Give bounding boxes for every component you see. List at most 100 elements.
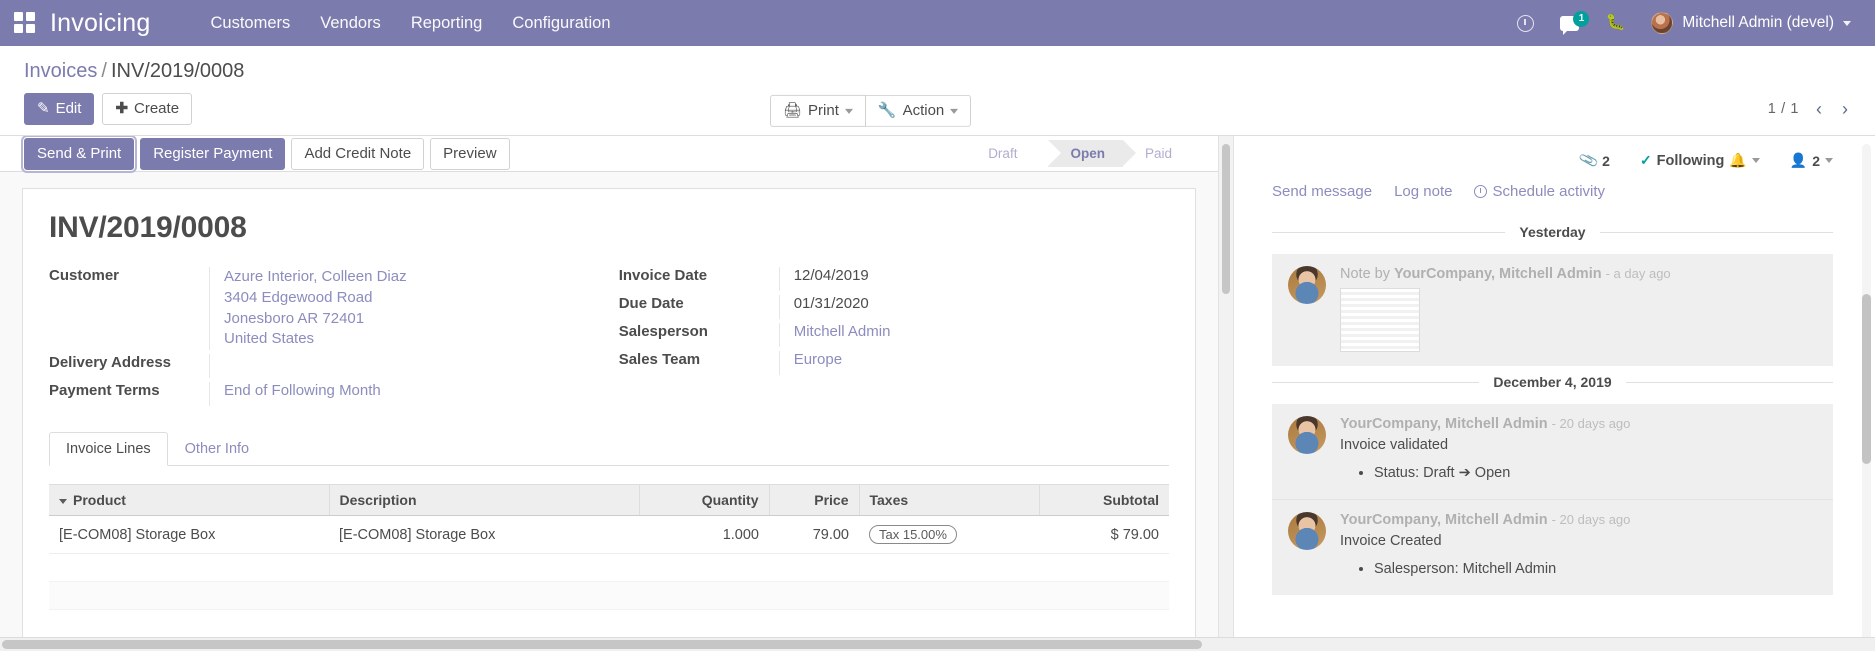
chatter-message[interactable]: YourCompany, Mitchell Admin - 20 days ag… (1272, 404, 1833, 500)
column-header-quantity[interactable]: Quantity (639, 484, 770, 516)
bell-icon[interactable]: 🔔 (1729, 152, 1747, 169)
breadcrumb: Invoices / INV/2019/0008 (0, 46, 1875, 87)
message-timestamp: - 20 days ago (1551, 512, 1631, 528)
breadcrumb-root-link[interactable]: Invoices (24, 60, 98, 82)
form-pane: Send & Print Register Payment Add Credit… (0, 136, 1218, 650)
table-header: Product Description Quantity Price Taxes… (49, 484, 1169, 516)
pencil-icon: ✎ (37, 100, 50, 117)
user-menu[interactable]: Mitchell Admin (devel) (1651, 12, 1851, 34)
field-value-payment-terms[interactable]: End of Following Month (209, 382, 609, 406)
tab-invoice-lines[interactable]: Invoice Lines (49, 432, 168, 466)
bug-icon[interactable]: 🐛 (1605, 14, 1626, 31)
log-note-button[interactable]: Log note (1394, 183, 1453, 201)
menu-item-reporting[interactable]: Reporting (410, 13, 483, 32)
message-tracking-list: Status: Draft ➔ Open (1374, 462, 1817, 485)
menu-item-customers[interactable]: Customers (210, 13, 291, 32)
chevron-down-icon (950, 108, 959, 114)
app-brand-title[interactable]: Invoicing (50, 8, 151, 37)
print-button[interactable]: 🖨 Print (770, 95, 866, 128)
message-body: Note by YourCompany, Mitchell Admin - a … (1340, 266, 1817, 353)
clock-icon[interactable] (1517, 14, 1535, 32)
column-header-product[interactable]: Product (49, 484, 330, 516)
customer-name: Azure Interior, Colleen Diaz (224, 268, 407, 286)
main-menu: Customers Vendors Reporting Configuratio… (210, 14, 610, 33)
pager-count: 1 / 1 (1767, 101, 1799, 118)
create-button-label: Create (134, 100, 180, 117)
chatter-scrollbar[interactable] (1862, 144, 1871, 642)
field-value-customer[interactable]: Azure Interior, Colleen Diaz 3404 Edgewo… (209, 267, 609, 350)
scrollbar-thumb[interactable] (1222, 144, 1230, 295)
send-and-print-button[interactable]: Send & Print (20, 136, 138, 173)
plus-icon: ✚ (115, 100, 129, 117)
attachment-preview[interactable] (1340, 288, 1420, 353)
register-payment-button[interactable]: Register Payment (140, 137, 286, 170)
column-header-price[interactable]: Price (769, 484, 860, 516)
column-header-subtotal[interactable]: Subtotal (1039, 484, 1169, 516)
tab-other-info[interactable]: Other Info (184, 441, 250, 457)
scrollbar-thumb[interactable] (1862, 294, 1871, 465)
stage-arrow-icon (1035, 141, 1048, 167)
following-toggle[interactable]: ✓ Following 🔔 (1640, 152, 1760, 169)
table-row-empty (49, 609, 1169, 638)
column-header-taxes[interactable]: Taxes (859, 484, 1040, 516)
tracking-item: Salesperson: Mitchell Admin (1374, 558, 1817, 581)
schedule-activity-button[interactable]: Schedule activity (1474, 183, 1605, 200)
message-text: Invoice Created (1340, 533, 1442, 550)
edit-button[interactable]: ✎ Edit (24, 93, 95, 126)
main-area: Send & Print Register Payment Add Credit… (0, 136, 1875, 650)
apps-grid-icon[interactable] (14, 12, 36, 34)
following-label: Following (1656, 152, 1725, 169)
status-stage-paid[interactable]: Paid (1144, 146, 1172, 162)
statusbar-buttons: Send & Print Register Payment Add Credit… (20, 136, 510, 173)
field-label-invoice-date: Invoice Date (618, 267, 708, 285)
pager-next-button[interactable]: › (1842, 99, 1848, 120)
person-icon: 👤 (1789, 152, 1808, 169)
field-value-sales-team[interactable]: Europe (778, 351, 1169, 376)
field-value-due-date[interactable]: 01/31/2020 (778, 295, 1169, 320)
page-horizontal-scrollbar[interactable] (0, 637, 1875, 651)
status-stage-draft[interactable]: Draft (988, 146, 1018, 162)
tax-badge: Tax 15.00% (869, 525, 957, 544)
pager-previous-button[interactable]: ‹ (1816, 99, 1822, 120)
field-value-delivery-address[interactable] (209, 354, 609, 378)
cell-price: 79.00 (769, 515, 859, 554)
avatar (1288, 416, 1326, 455)
field-label-salesperson: Salesperson (618, 323, 708, 341)
field-payment-terms: Payment Terms End of Following Month (49, 382, 609, 406)
field-value-invoice-date[interactable]: 12/04/2019 (778, 267, 1169, 292)
column-header-description[interactable]: Description (329, 484, 640, 516)
control-panel-actions: 🖨 Print 🔧 Action (770, 95, 972, 128)
print-button-label: Print (808, 102, 839, 119)
followers-button[interactable]: 👤 2 (1790, 152, 1833, 169)
chevron-down-icon[interactable] (1825, 158, 1833, 164)
cell-taxes: Tax 15.00% (859, 515, 1039, 554)
add-credit-note-button[interactable]: Add Credit Note (291, 137, 425, 170)
customer-country: United States (224, 330, 315, 348)
menu-item-configuration[interactable]: Configuration (512, 13, 611, 32)
chevron-down-icon[interactable] (1751, 158, 1760, 164)
scrollbar-thumb[interactable] (2, 640, 1202, 649)
preview-button[interactable]: Preview (430, 137, 510, 170)
breadcrumb-separator: / (101, 60, 107, 82)
create-button[interactable]: ✚ Create (102, 93, 193, 126)
attachments-button[interactable]: 📎 2 (1577, 150, 1610, 171)
control-panel: ✎ Edit ✚ Create 🖨 Print 🔧 Action 1 / 1 ‹… (0, 87, 1875, 137)
customer-street: 3404 Edgewood Road (224, 288, 373, 306)
action-button[interactable]: 🔧 Action (865, 95, 972, 128)
chatter-message[interactable]: YourCompany, Mitchell Admin - 20 days ag… (1272, 499, 1833, 596)
field-value-salesperson[interactable]: Mitchell Admin (778, 323, 1169, 348)
page-title: INV/2019/0008 (49, 211, 247, 245)
message-body: YourCompany, Mitchell Admin - 20 days ag… (1340, 512, 1817, 581)
messages-button[interactable]: 1 (1560, 10, 1590, 35)
send-message-button[interactable]: Send message (1272, 183, 1373, 201)
divider (1599, 231, 1834, 233)
form-pane-scrollbar[interactable] (1218, 136, 1234, 650)
field-label-sales-team: Sales Team (618, 351, 701, 369)
menu-item-vendors[interactable]: Vendors (320, 13, 381, 32)
followers-count: 2 (1812, 152, 1820, 169)
chatter-message[interactable]: Note by YourCompany, Mitchell Admin - a … (1272, 254, 1833, 367)
field-label-delivery-address: Delivery Address (49, 354, 172, 371)
status-stage-open[interactable]: Open (1048, 140, 1136, 168)
printer-icon: 🖨 (783, 102, 803, 119)
table-row[interactable]: [E-COM08] Storage Box [E-COM08] Storage … (49, 515, 1169, 554)
